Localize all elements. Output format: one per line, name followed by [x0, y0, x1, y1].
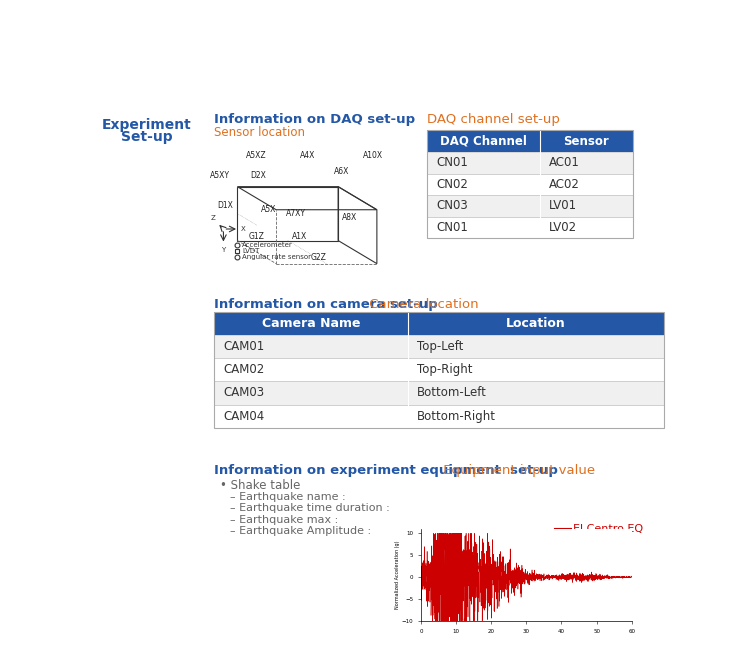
Bar [427, 131, 632, 152]
Bar [214, 405, 663, 428]
Text: LVDT: LVDT [242, 248, 259, 254]
Text: D2X: D2X [250, 171, 265, 179]
Text: Set-up: Set-up [121, 130, 172, 145]
Text: Y: Y [221, 246, 226, 253]
Text: El Centro EQ: El Centro EQ [573, 524, 643, 534]
Text: CAM03: CAM03 [223, 386, 265, 399]
Text: – Earthquake time duration :: – Earthquake time duration : [229, 503, 390, 513]
Text: X: X [241, 226, 245, 232]
Text: Bottom-Left: Bottom-Left [417, 386, 487, 399]
Text: Experiment: Experiment [102, 118, 192, 132]
Bar [427, 195, 632, 217]
Text: Information on experiment equipment  set-up: Information on experiment equipment set-… [214, 464, 558, 477]
Bar [427, 217, 632, 238]
Text: A8X: A8X [342, 213, 357, 222]
Bar [427, 173, 632, 195]
Text: A10X: A10X [363, 152, 383, 160]
Text: Z: Z [211, 215, 216, 221]
Text: LV02: LV02 [549, 221, 577, 234]
Text: Sensor: Sensor [563, 135, 609, 148]
Text: Top-Left: Top-Left [417, 340, 463, 353]
Text: Location: Location [506, 317, 566, 330]
Text: A1X: A1X [292, 232, 307, 241]
Bar [427, 173, 632, 195]
Bar [214, 312, 663, 428]
Bar [214, 358, 663, 382]
Text: CAM04: CAM04 [223, 409, 265, 422]
Text: CN01: CN01 [437, 221, 468, 234]
Bar [214, 335, 663, 358]
Text: Sensor location: Sensor location [214, 125, 305, 139]
Bar [427, 217, 632, 238]
Text: Bottom-Right: Bottom-Right [417, 409, 496, 422]
Text: Top-Right: Top-Right [417, 363, 473, 376]
Text: Equipment input value: Equipment input value [439, 464, 595, 477]
Text: AC01: AC01 [549, 156, 580, 170]
Text: CN02: CN02 [437, 178, 468, 191]
Bar [427, 152, 632, 173]
Text: Camera location: Camera location [365, 298, 479, 311]
Bar [214, 382, 663, 405]
Text: A5XZ: A5XZ [247, 152, 267, 160]
Text: • Shake table: • Shake table [220, 479, 301, 492]
Bar [427, 131, 632, 238]
Text: LV01: LV01 [549, 199, 577, 212]
Bar [427, 152, 632, 173]
Bar [427, 195, 632, 217]
Y-axis label: Normalized Acceleration (g): Normalized Acceleration (g) [396, 541, 401, 609]
Text: – Earthquake name :: – Earthquake name : [229, 491, 345, 501]
Bar [214, 312, 663, 335]
Bar [214, 358, 663, 382]
Text: Accelerometer: Accelerometer [242, 242, 293, 248]
Text: Information on camera set-up: Information on camera set-up [214, 298, 438, 311]
Text: CAM01: CAM01 [223, 340, 265, 353]
Text: DAQ Channel: DAQ Channel [440, 135, 527, 148]
Text: A4X: A4X [299, 152, 315, 160]
Circle shape [99, 83, 195, 179]
Text: – Earthquake max :: – Earthquake max : [229, 514, 338, 525]
Text: DAQ channel set-up: DAQ channel set-up [427, 114, 560, 127]
Text: A7XY: A7XY [286, 209, 305, 218]
Text: A6X: A6X [334, 167, 350, 175]
Text: CN01: CN01 [437, 156, 468, 170]
Bar [214, 382, 663, 405]
Text: D1X: D1X [217, 202, 234, 210]
Text: – Earthquake Amplitude :: – Earthquake Amplitude : [229, 526, 371, 536]
Text: CN03: CN03 [437, 199, 468, 212]
Bar [214, 405, 663, 428]
Text: A5XY: A5XY [210, 171, 229, 179]
Bar [214, 335, 663, 358]
Text: CAM02: CAM02 [223, 363, 265, 376]
Text: A5X: A5X [261, 205, 276, 214]
Text: AC02: AC02 [549, 178, 580, 191]
Text: Camera Name: Camera Name [262, 317, 360, 330]
Text: G1Z: G1Z [249, 232, 265, 241]
Text: G2Z: G2Z [311, 253, 326, 262]
Text: Angular rate sensor: Angular rate sensor [242, 254, 311, 260]
Text: Information on DAQ set-up: Information on DAQ set-up [214, 114, 415, 127]
